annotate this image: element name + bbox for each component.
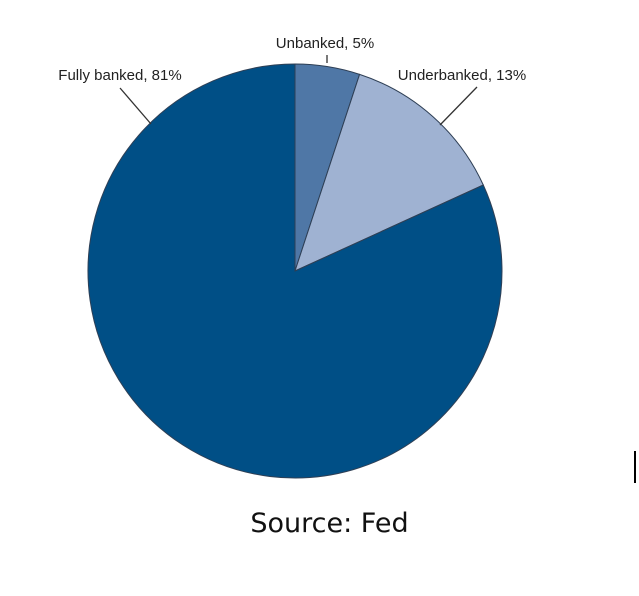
edge-mark (634, 451, 636, 483)
pie-slice-2 (294, 73, 484, 272)
leader-line-3 (119, 87, 152, 125)
pie-labels: Unbanked, 5% Underbanked, 13% Fully banked… (58, 35, 526, 126)
slice-label-1: Unbanked, 5% (276, 35, 374, 52)
slice-label-3: Fully banked, 81% (58, 67, 181, 84)
pie-slices (87, 63, 503, 479)
leader-line-2 (439, 86, 478, 126)
source-note: Source: Fed (250, 508, 409, 539)
pie-chart: Unbanked, 5% Underbanked, 13% Fully banked… (58, 35, 526, 479)
slice-label-2: Underbanked, 13% (398, 67, 526, 84)
pie-slice-3 (87, 63, 503, 479)
